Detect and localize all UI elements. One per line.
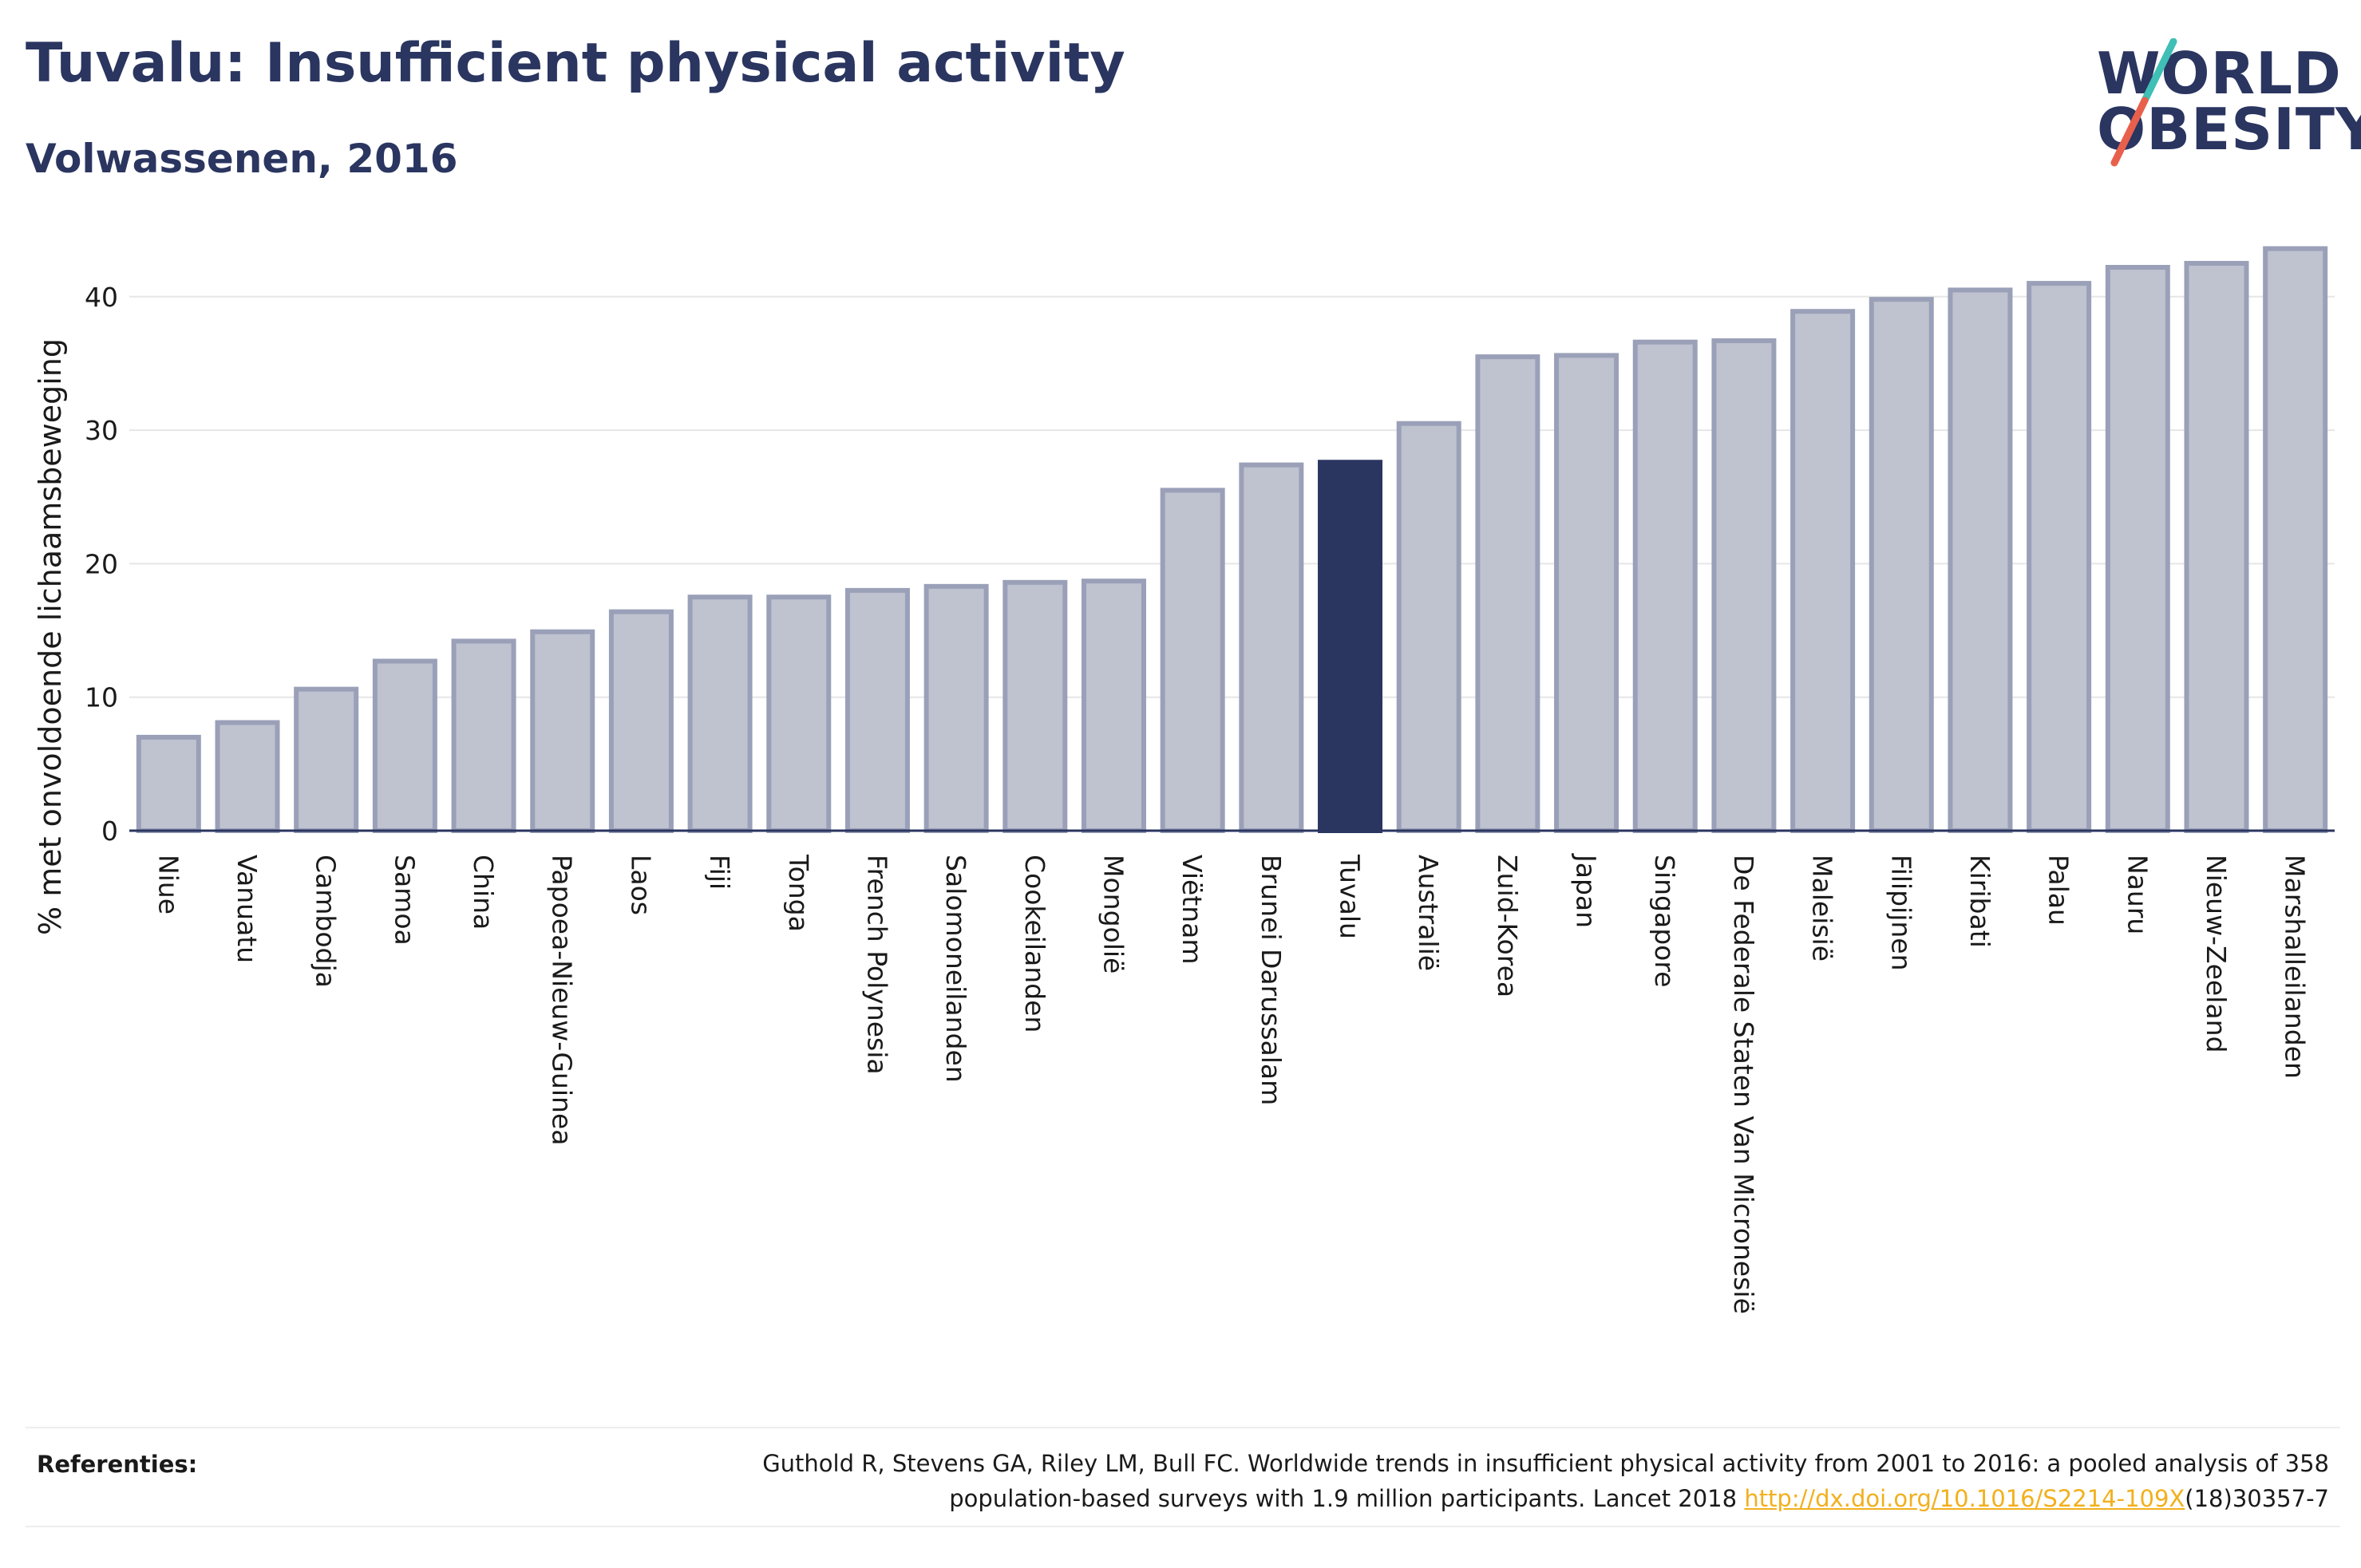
x-tick-label: De Federale Staten Van Micronesië	[1728, 855, 1759, 1314]
bar	[1948, 287, 2013, 833]
x-tick-label: Brunei Darussalam	[1256, 855, 1287, 1105]
bar	[1790, 309, 1856, 833]
bars	[129, 246, 2335, 834]
x-tick-label: Marshalleilanden	[2280, 855, 2311, 1079]
bar	[530, 629, 595, 834]
bar	[1711, 338, 1777, 834]
x-tick-label: Viëtnam	[1177, 855, 1208, 965]
page-subtitle: Volwassenen, 2016	[26, 136, 458, 182]
bar	[1160, 488, 1225, 833]
bar	[766, 594, 832, 833]
bar	[136, 734, 201, 834]
bar	[1003, 579, 1068, 834]
y-tick-label: 0	[101, 816, 118, 847]
x-tick-label: Nieuw-Zeeland	[2201, 855, 2232, 1053]
x-tick-label: Filipijnen	[1885, 855, 1916, 971]
bar	[372, 658, 437, 833]
bar	[2027, 281, 2092, 833]
x-tick-label: Nauru	[2122, 855, 2153, 934]
x-tick-label: Japan	[1571, 853, 1602, 928]
bar	[1554, 353, 1619, 833]
x-tick-label: Samoa	[389, 855, 420, 946]
bar	[2105, 264, 2170, 833]
x-tick-label: Maleisië	[1807, 855, 1838, 962]
bar	[1869, 297, 1934, 833]
x-tick-label: China	[468, 855, 499, 930]
bar	[1475, 354, 1540, 833]
x-tick-label: Niue	[152, 855, 184, 914]
y-tick-label: 30	[85, 415, 118, 446]
x-tick-label: Papoea-Nieuw-Guinea	[547, 855, 578, 1145]
y-axis-label: % met onvoldoende lichaamsbeweging	[33, 338, 68, 935]
x-tick-label: Australië	[1413, 855, 1444, 971]
x-tick-label: Palau	[2043, 855, 2074, 926]
logo-line1: WORLD	[2097, 40, 2342, 107]
x-tick-label: Cookeilanden	[1019, 855, 1050, 1033]
bar	[451, 638, 516, 834]
x-tick-label: Laos	[625, 855, 656, 915]
y-ticks: 0 10 20 30 40	[85, 282, 118, 847]
references-label: Referenties:	[37, 1451, 198, 1478]
bar-chart: 0 10 20 30 40 Niue Vanuatu Cambodja Samoa China P…	[33, 246, 2335, 1314]
x-tick-label: Kiribati	[1964, 855, 1995, 948]
y-tick-label: 20	[85, 548, 118, 579]
reference-line2-end: (18)30357-7	[2185, 1485, 2329, 1512]
reference-doi-link[interactable]: http://dx.doi.org/10.1016/S2214-109X	[1744, 1485, 2185, 1512]
bar	[1081, 579, 1146, 833]
footer-divider-bottom	[26, 1526, 2340, 1527]
x-tick-label: Zuid-Korea	[1492, 855, 1523, 997]
x-tick-label: Fiji	[704, 855, 735, 890]
reference-line2: population-based surveys with 1.9 millio…	[949, 1485, 1745, 1512]
bar	[1396, 421, 1461, 833]
bar	[294, 686, 359, 833]
bar	[2184, 260, 2249, 834]
x-tick-label: Mongolië	[1097, 855, 1129, 974]
footer-divider-top	[26, 1427, 2340, 1428]
bar	[844, 587, 910, 833]
x-tick-label: Tuvalu	[1335, 854, 1366, 939]
x-tick-label: Singapore	[1649, 855, 1680, 987]
y-tick-label: 10	[85, 682, 118, 713]
bar	[215, 720, 280, 833]
reference-line1: Guthold R, Stevens GA, Riley LM, Bull FC…	[762, 1450, 2329, 1477]
logo-slash-icon	[2110, 38, 2177, 167]
bar	[608, 609, 674, 833]
bar	[687, 594, 753, 833]
bar	[1632, 339, 1698, 833]
x-tick-label: Vanuatu	[231, 855, 263, 963]
bar-highlight	[1318, 460, 1383, 833]
world-obesity-logo: WORLD OBESITY	[2079, 38, 2361, 174]
x-tick-label: Cambodja	[310, 855, 342, 988]
bar	[923, 583, 989, 833]
x-tick-label: French Polynesia	[861, 855, 892, 1075]
bar	[2263, 246, 2328, 833]
x-tick-labels: Niue Vanuatu Cambodja Samoa China Papoea-Nieu…	[152, 853, 2310, 1314]
references-text: Guthold R, Stevens GA, Riley LM, Bull FC…	[493, 1446, 2329, 1516]
x-tick-label: Tonga	[783, 854, 814, 932]
y-tick-label: 40	[85, 282, 118, 313]
bar	[1239, 462, 1304, 834]
page-title: Tuvalu: Insufficient physical activity	[26, 32, 1125, 95]
x-tick-label: Salomoneilanden	[940, 855, 971, 1083]
